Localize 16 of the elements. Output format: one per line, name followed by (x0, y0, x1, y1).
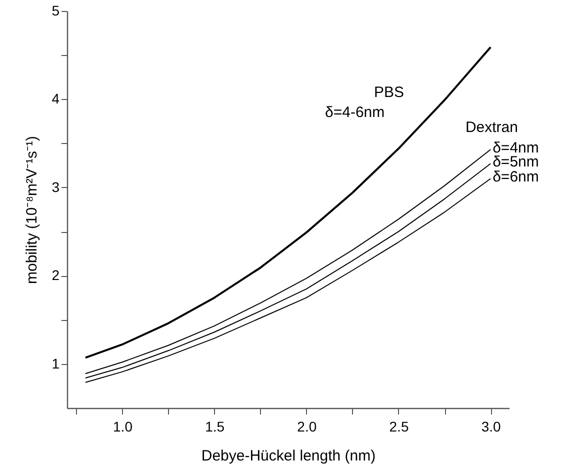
x-tick-label: 3.0 (481, 418, 502, 434)
series-label: δ=6nm (492, 168, 539, 186)
y-tick-label: 3 (52, 178, 60, 195)
x-tick-label: 2.0 (297, 418, 317, 434)
x-tick-label: 2.5 (389, 418, 409, 434)
y-tick-label: 4 (52, 90, 60, 107)
series-label: PBS (374, 84, 404, 101)
annotation: δ=4-6nm (325, 104, 385, 121)
annotation: Dextran (465, 119, 518, 136)
y-tick-label: 5 (52, 2, 60, 18)
y-tick-label: 2 (52, 267, 60, 284)
y-axis-title: mobility (10⁻⁸m²V⁻¹s⁻¹) (24, 136, 41, 284)
y-tick-label: 1 (52, 355, 60, 372)
x-axis-title: Debye-Hückel length (nm) (201, 448, 376, 464)
x-tick-label: 1.5 (205, 418, 225, 434)
x-tick-label: 1.0 (113, 418, 133, 434)
